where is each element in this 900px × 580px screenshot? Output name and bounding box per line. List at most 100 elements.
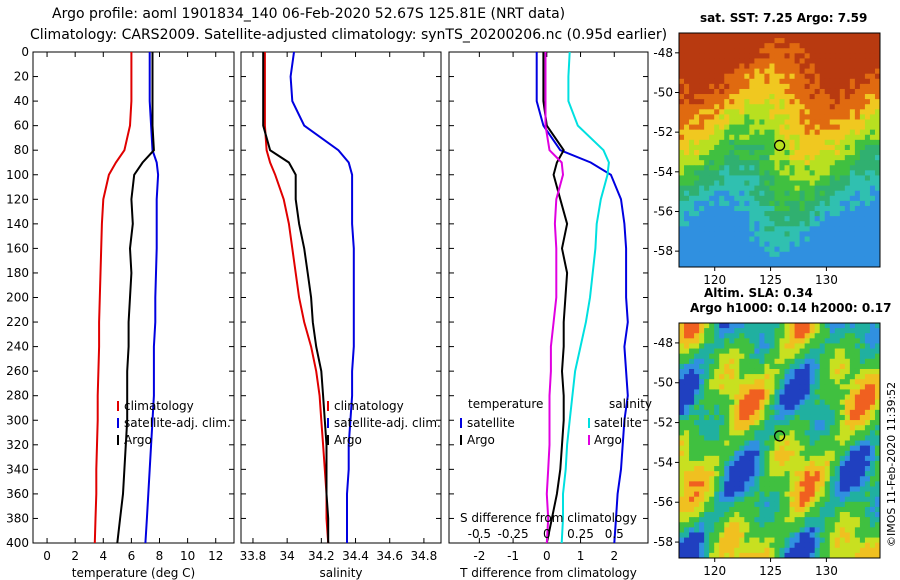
map-cell — [709, 328, 715, 334]
map-cell — [839, 486, 846, 492]
map-cell — [869, 348, 876, 355]
map-cell — [759, 124, 765, 131]
map-cell — [739, 323, 745, 329]
map-cell — [779, 99, 785, 105]
map-cell — [749, 38, 755, 44]
map-cell — [824, 425, 831, 431]
map-cell — [869, 374, 876, 380]
y-tick-label: 320 — [6, 438, 29, 452]
map-cell — [819, 394, 826, 401]
map-cell — [719, 83, 725, 90]
map-cell — [854, 160, 861, 166]
map-cell — [789, 226, 795, 232]
map-cell — [779, 83, 785, 90]
map-cell — [719, 246, 725, 253]
map-cell — [684, 399, 690, 406]
map-cell — [704, 414, 710, 421]
map-cell — [749, 99, 755, 105]
map-cell — [799, 430, 806, 436]
map-cell — [759, 455, 765, 462]
map-cell — [794, 363, 801, 370]
map-cell — [749, 522, 755, 528]
map-cell — [774, 185, 780, 192]
map-cell — [729, 185, 735, 192]
map-cell — [809, 450, 816, 457]
map-cell — [704, 506, 710, 513]
map-cell — [794, 43, 801, 49]
map-cell — [759, 425, 765, 431]
map-cell — [874, 496, 881, 503]
map-cell — [869, 119, 876, 125]
map-cell — [839, 261, 846, 268]
map-cell — [679, 435, 685, 441]
map-cell — [749, 506, 755, 513]
map-cell — [764, 33, 770, 39]
map-cell — [714, 139, 720, 146]
map-cell — [784, 195, 790, 202]
map-cell — [719, 236, 725, 242]
map-cell — [799, 216, 806, 222]
map-cell — [749, 160, 755, 166]
map-cell — [684, 94, 690, 100]
map-cell — [739, 481, 745, 487]
map-cell — [779, 486, 785, 492]
map-cell — [729, 542, 735, 549]
map-cell — [764, 491, 770, 498]
map-cell — [824, 379, 831, 385]
map-cell — [854, 48, 861, 54]
map-cell — [749, 379, 755, 385]
map-cell — [739, 527, 745, 533]
map-cell — [759, 129, 765, 136]
map-cell — [744, 246, 750, 253]
map-cell — [814, 430, 821, 436]
map-cell — [739, 221, 745, 227]
map-cell — [834, 547, 841, 554]
map-cell — [774, 38, 780, 44]
map-cell — [724, 139, 730, 146]
map-cell — [679, 481, 685, 487]
map-cell — [699, 99, 705, 105]
map-cell — [734, 532, 740, 538]
map-cell — [679, 384, 685, 390]
map-cell — [824, 104, 831, 110]
map-cell — [739, 368, 745, 375]
map-cell — [734, 547, 740, 554]
map-cell — [744, 256, 750, 263]
map-cell — [779, 466, 785, 472]
map-cell — [729, 338, 735, 344]
map-cell — [794, 33, 801, 39]
map-cell — [744, 58, 750, 64]
map-cell — [839, 522, 846, 528]
map-cell — [874, 348, 881, 355]
map-cell — [734, 348, 740, 355]
map-cell — [764, 68, 770, 75]
map-cell — [719, 542, 725, 549]
map-cell — [744, 211, 750, 217]
map-cell — [789, 476, 795, 482]
map-cell — [729, 425, 735, 431]
map-cell — [794, 205, 801, 212]
map-cell — [859, 517, 866, 523]
map-cell — [814, 348, 821, 355]
map-cell — [829, 114, 836, 120]
map-cell — [844, 450, 851, 457]
map-cell — [869, 409, 876, 416]
map-cell — [794, 374, 801, 380]
sla-map-title-2: Argo h1000: 0.14 h2000: 0.17 — [690, 301, 892, 315]
map-cell — [819, 491, 826, 498]
map-cell — [839, 532, 846, 538]
map-cell — [684, 440, 690, 447]
map-cell — [684, 460, 690, 467]
map-cell — [834, 200, 841, 207]
map-cell — [829, 476, 836, 482]
map-cell — [854, 211, 861, 217]
map-cell — [739, 78, 745, 85]
map-cell — [744, 119, 750, 125]
map-cell — [839, 134, 846, 141]
map-cell — [684, 328, 690, 334]
map-cell — [794, 94, 801, 100]
map-cell — [704, 246, 710, 253]
map-cell — [794, 522, 801, 528]
map-cell — [789, 425, 795, 431]
map-cell — [704, 119, 710, 125]
